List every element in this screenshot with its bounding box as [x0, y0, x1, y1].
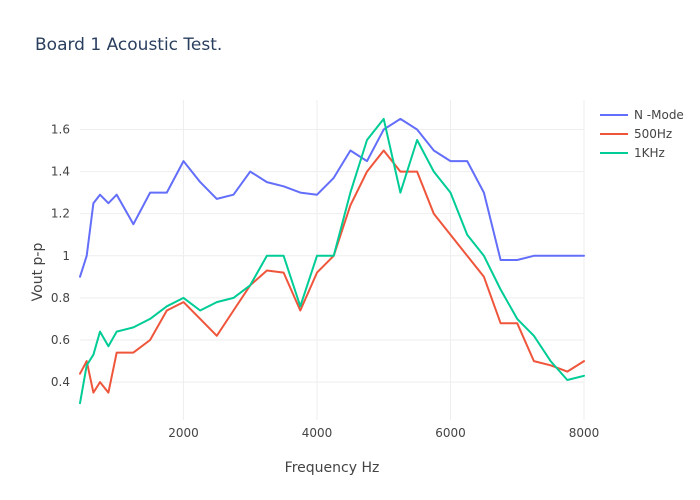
y-tick-label: 0.6 [51, 333, 70, 347]
legend-label[interactable]: 500Hz [634, 127, 672, 141]
series-line-1 [79, 149, 585, 394]
x-axis-ticks: 2000 4000 6000 8000 [168, 426, 599, 440]
legend: N -Mode 500Hz 1KHz [600, 108, 684, 160]
x-tick-label: 6000 [435, 426, 466, 440]
y-tick-label: 1 [62, 249, 70, 263]
y-axis-ticks: 0.4 0.6 0.8 1 1.2 1.4 1.6 [51, 122, 70, 389]
plot-series [79, 117, 585, 405]
y-tick-label: 0.4 [51, 375, 70, 389]
series-line-2 [79, 117, 585, 405]
y-tick-label: 1.2 [51, 207, 70, 221]
chart-title: Board 1 Acoustic Test. [35, 35, 222, 55]
x-tick-label: 8000 [569, 426, 600, 440]
legend-label[interactable]: N -Mode [634, 108, 684, 122]
series-line-0 [79, 117, 585, 278]
y-axis-title: Vout p-p [30, 243, 46, 302]
x-tick-label: 2000 [168, 426, 199, 440]
y-tick-label: 0.8 [51, 291, 70, 305]
y-tick-label: 1.6 [51, 122, 70, 136]
x-axis-title: Frequency Hz [285, 460, 380, 476]
x-tick-label: 4000 [302, 426, 333, 440]
gridlines [80, 100, 585, 420]
legend-label[interactable]: 1KHz [634, 146, 665, 160]
y-tick-label: 1.4 [51, 165, 70, 179]
